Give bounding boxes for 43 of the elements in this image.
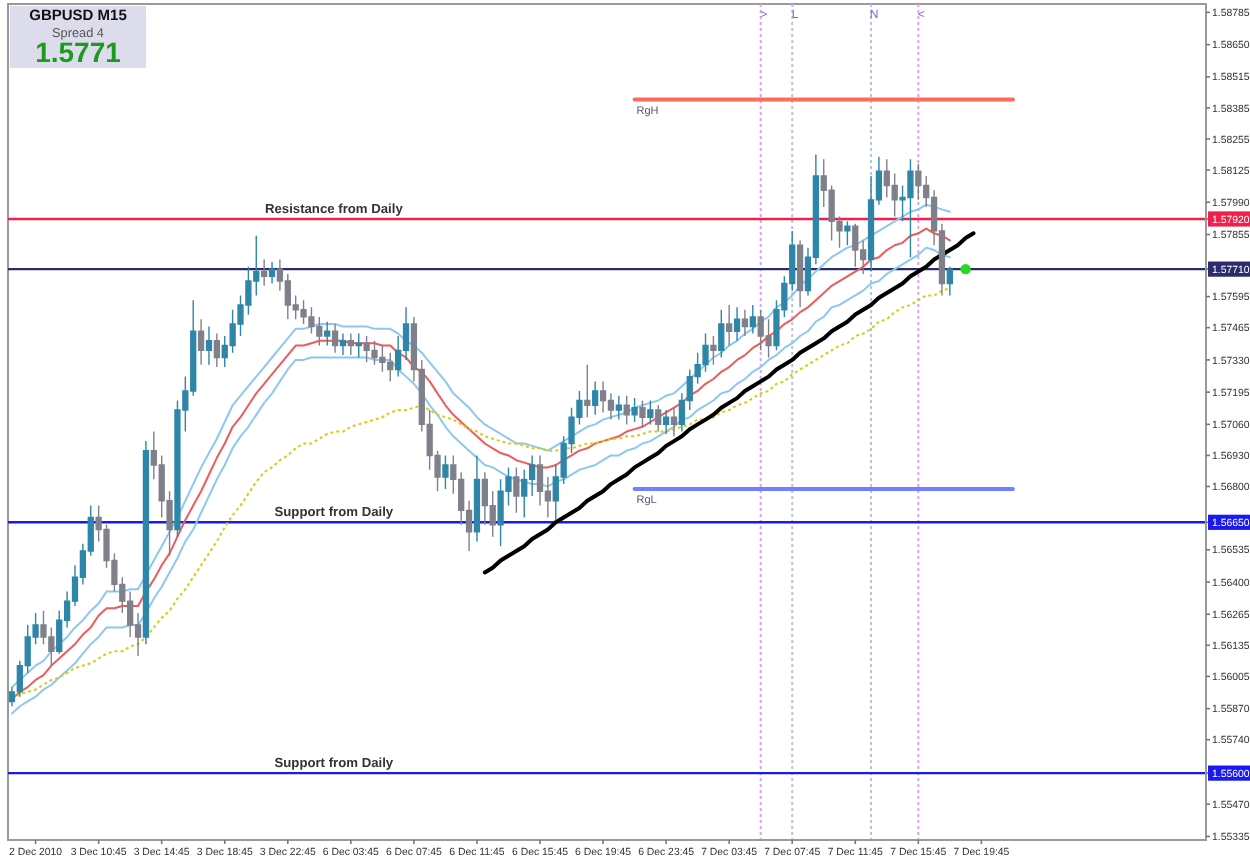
candlestick [615, 395, 622, 421]
candlestick [631, 397, 638, 423]
candlestick [387, 352, 394, 383]
candlestick [718, 309, 725, 359]
candlestick [363, 335, 370, 363]
candlestick [371, 340, 378, 366]
candlestick [473, 454, 481, 543]
candlestick [844, 220, 851, 246]
candlestick [331, 323, 339, 354]
candlestick [379, 344, 386, 373]
candlestick [261, 258, 268, 287]
candlestick [197, 318, 205, 366]
candlestick [513, 466, 520, 514]
candlestick [339, 332, 347, 356]
candlestick [749, 304, 756, 335]
candlestick [639, 399, 646, 428]
candlestick [670, 406, 678, 438]
candlestick [726, 304, 733, 347]
candlestick [442, 454, 449, 490]
candlestick [796, 239, 804, 309]
candlestick [324, 320, 331, 347]
candlestick [655, 404, 662, 433]
line-series [482, 231, 976, 575]
candlestick [946, 266, 953, 297]
candlestick [662, 409, 670, 435]
candlestick [710, 335, 717, 366]
candlestick [907, 158, 914, 258]
candlestick [213, 332, 221, 368]
candlestick [623, 395, 630, 426]
candlestick [915, 163, 922, 201]
candlestick [205, 325, 213, 366]
candlestick [647, 399, 654, 426]
candlestick [757, 309, 764, 352]
candlestick [852, 223, 859, 268]
candlestick [592, 380, 599, 416]
candlestick [741, 309, 749, 337]
candlestick [765, 318, 772, 359]
candlestick [733, 306, 741, 342]
candlestick [355, 332, 362, 359]
candlestick [584, 363, 591, 418]
candlestick [268, 261, 276, 285]
candlestick [599, 380, 607, 414]
candlestick [347, 332, 354, 356]
